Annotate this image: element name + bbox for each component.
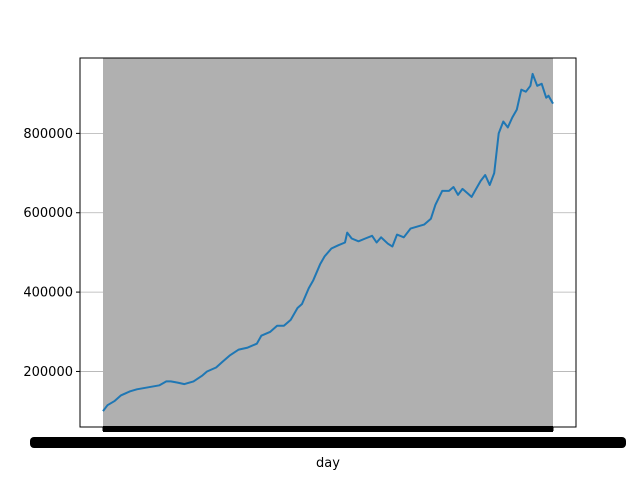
x-ticks	[30, 426, 626, 448]
y-tick-label: 800000	[23, 127, 73, 142]
plot-frame	[79, 57, 577, 428]
y-tick-label: 200000	[23, 365, 73, 380]
x-tick-marks-band	[103, 426, 553, 432]
x-tick-labels-overlap	[30, 437, 626, 448]
series-line	[102, 72, 554, 412]
y-ticks: 200000 400000 600000 800000	[23, 127, 80, 380]
x-axis-label: day	[316, 456, 340, 471]
y-tick-label: 400000	[23, 286, 73, 301]
y-tick-label: 600000	[23, 206, 73, 221]
shaded-span	[103, 58, 553, 427]
